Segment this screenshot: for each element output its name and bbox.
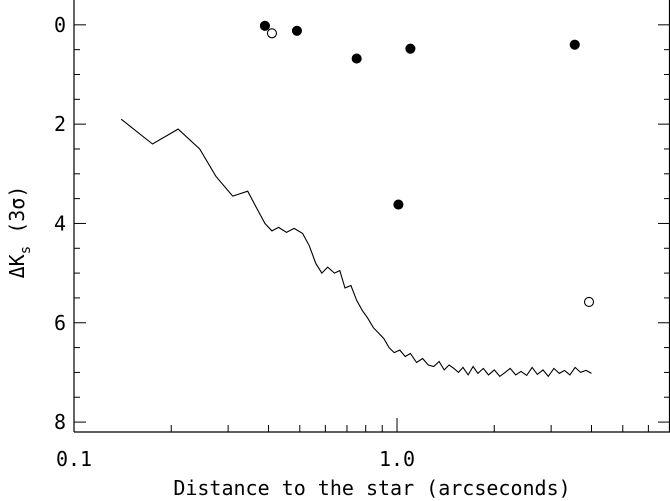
filled-data-point	[291, 25, 302, 36]
y-tick-label: 2	[54, 112, 66, 136]
y-axis-label: ΔKs (3σ)	[5, 186, 34, 279]
y-tick-label: 6	[54, 311, 66, 335]
x-axis-label: Distance to the star (arcseconds)	[173, 476, 570, 500]
axis-ticks	[73, 24, 670, 432]
filled-data-point	[405, 43, 416, 54]
filled-data-point	[259, 20, 270, 31]
tick-labels: 0 2 4 6 8 0.1 1.0	[54, 13, 415, 471]
filled-data-point	[569, 39, 580, 50]
y-tick-label: 8	[54, 410, 66, 434]
y-tick-label: 4	[54, 211, 66, 235]
open-data-point	[266, 28, 277, 39]
data-marks	[120, 20, 595, 378]
contrast-curve-line	[120, 118, 592, 378]
filled-data-point	[393, 199, 404, 210]
y-tick-label: 0	[54, 13, 66, 37]
filled-data-point	[351, 53, 362, 64]
plot-frame	[73, 0, 670, 433]
x-tick-label: 1.0	[379, 447, 415, 471]
x-tick-label: 0.1	[56, 447, 92, 471]
open-data-point	[583, 296, 595, 307]
